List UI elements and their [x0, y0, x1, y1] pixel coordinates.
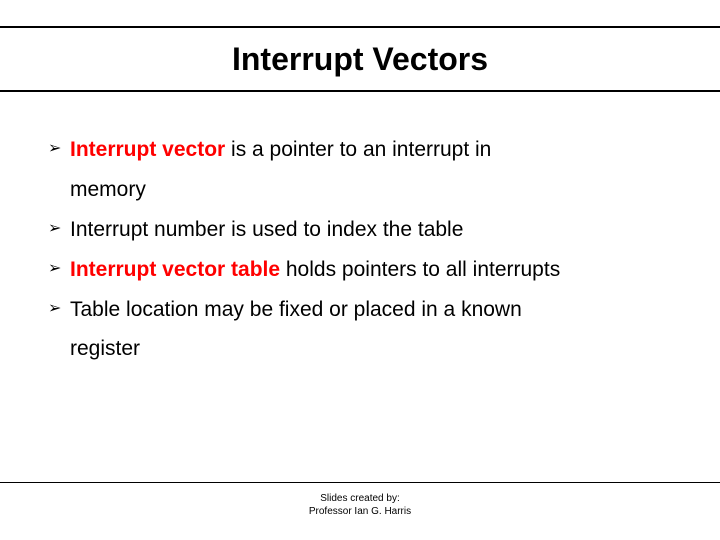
bullet-rest: is a pointer to an interrupt in: [225, 138, 491, 161]
bullet-cont-text: memory: [70, 178, 146, 201]
bullet-item: ➢ Interrupt vector is a pointer to an in…: [48, 130, 680, 170]
bullet-text: Interrupt number is used to index the ta…: [70, 210, 680, 250]
bullet-rest: holds pointers to all interrupts: [280, 258, 560, 281]
bullet-list: ➢ Interrupt vector is a pointer to an in…: [48, 130, 680, 369]
bullet-emphasis: Interrupt vector: [70, 138, 225, 161]
bullet-text: Table location may be fixed or placed in…: [70, 290, 680, 330]
bullet-cont-text: register: [70, 337, 140, 360]
bullet-rest: Table location may be fixed or placed in…: [70, 298, 522, 321]
bullet-text: Interrupt vector table holds pointers to…: [70, 250, 680, 290]
footer-line-1: Slides created by:: [0, 493, 720, 506]
bullet-continuation: memory: [48, 170, 680, 210]
bullet-glyph-icon: ➢: [48, 130, 70, 164]
footer: Slides created by: Professor Ian G. Harr…: [0, 482, 720, 518]
bullet-item: ➢ Interrupt vector table holds pointers …: [48, 250, 680, 290]
bullet-text: Interrupt vector is a pointer to an inte…: [70, 130, 680, 170]
footer-line-2: Professor Ian G. Harris: [0, 506, 720, 519]
bullet-glyph-icon: ➢: [48, 250, 70, 284]
bullet-item: ➢ Table location may be fixed or placed …: [48, 290, 680, 330]
bullet-item: ➢ Interrupt number is used to index the …: [48, 210, 680, 250]
bullet-rest: Interrupt number is used to index the ta…: [70, 218, 463, 241]
slide-title: Interrupt Vectors: [232, 41, 488, 78]
bullet-continuation: register: [48, 329, 680, 369]
title-band: Interrupt Vectors: [0, 26, 720, 92]
bullet-glyph-icon: ➢: [48, 290, 70, 324]
bullet-glyph-icon: ➢: [48, 210, 70, 244]
bullet-emphasis: Interrupt vector table: [70, 258, 280, 281]
